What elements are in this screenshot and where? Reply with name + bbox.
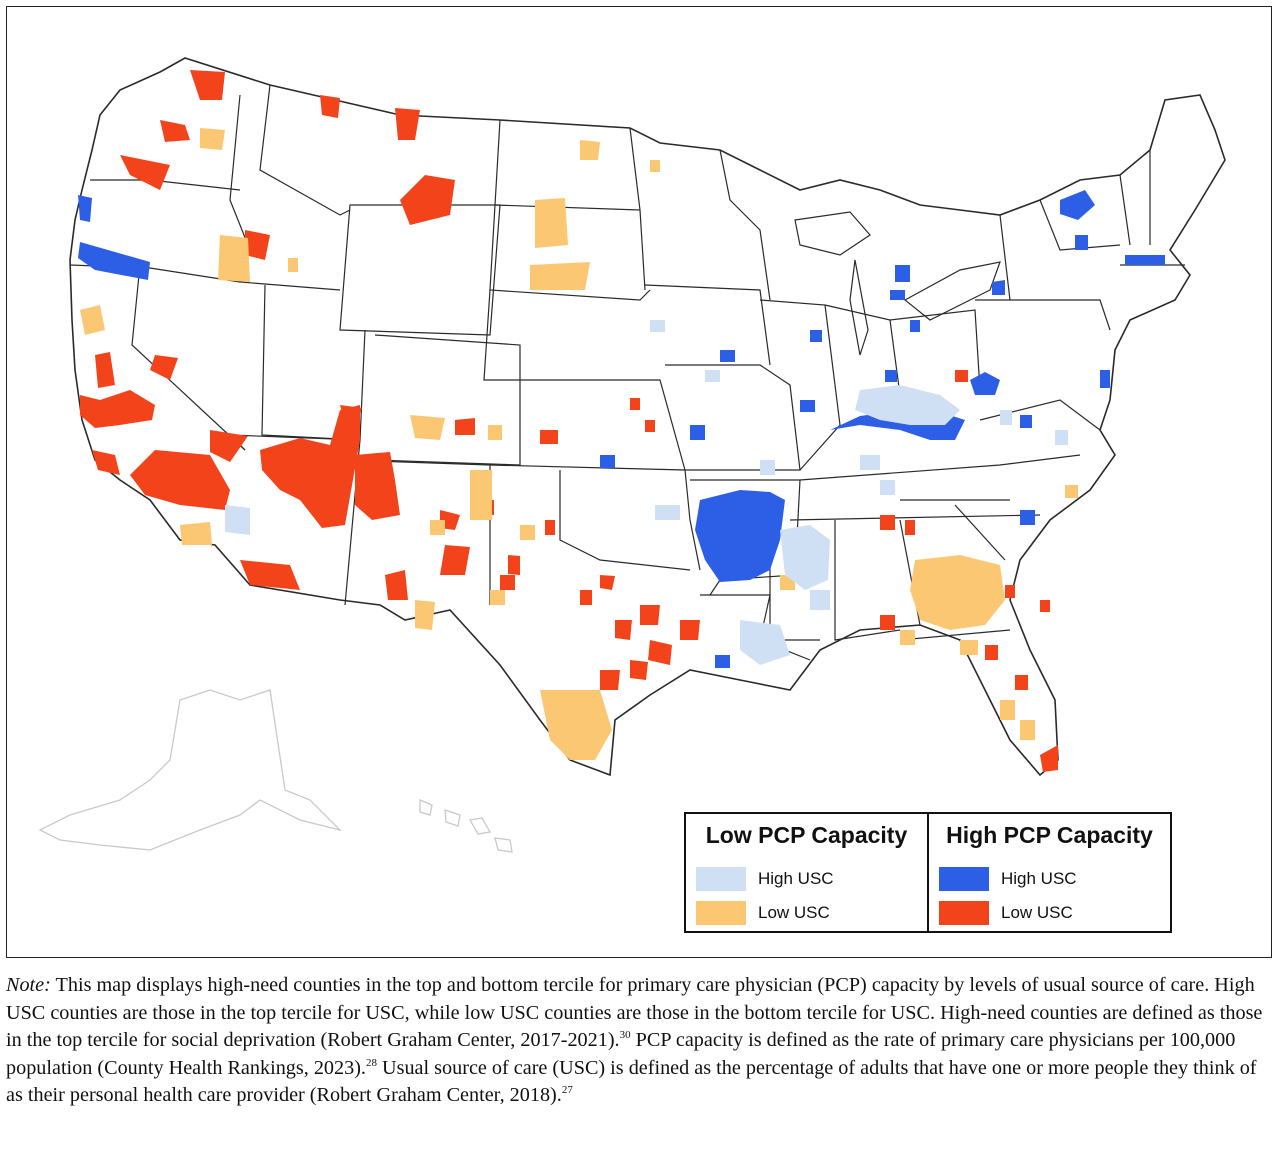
figure-note: Note: This map displays high-need counti… [6, 972, 1274, 1110]
great-lakes [794, 211, 1001, 356]
legend-item: Low USC [696, 901, 830, 925]
legend-group-high-pcp: High PCP Capacity High USC Low USC [927, 814, 1170, 931]
legend-group-low-pcp: Low PCP Capacity High USC Low USC [686, 814, 927, 931]
legend-group-title: High PCP Capacity [946, 822, 1153, 848]
legend-label: Low USC [758, 903, 830, 922]
legend-item: High USC [696, 867, 834, 891]
legend-item: Low USC [939, 901, 1073, 925]
legend-swatch [939, 867, 989, 891]
legend-swatch [939, 901, 989, 925]
us-outline [69, 57, 1226, 777]
note-text: PCP capacity is defined as the rate of p… [6, 1029, 1236, 1079]
legend-label: Low USC [1001, 903, 1073, 922]
counties-high-capacity-high-usc [78, 190, 1165, 668]
legend-swatch [696, 867, 746, 891]
legend-item: High USC [939, 867, 1077, 891]
map-legend: Low PCP Capacity High USC Low USC High P… [684, 812, 1172, 933]
counties-low-capacity-low-usc [80, 128, 1078, 760]
note-label: Note: [6, 974, 51, 996]
note-reference: 30 [619, 1029, 631, 1041]
legend-swatch [696, 901, 746, 925]
legend-label: High USC [758, 869, 834, 888]
note-text: This map displays high-need counties in … [6, 974, 1263, 1051]
legend-label: High USC [1001, 869, 1077, 888]
note-text: Usual source of care (USC) is defined as… [6, 1056, 1257, 1107]
legend-group-title: Low PCP Capacity [705, 822, 908, 848]
us-county-map [38, 57, 1226, 853]
note-reference: 27 [561, 1084, 573, 1096]
counties-low-capacity-high-usc [225, 320, 1068, 665]
hawaii-outline [419, 799, 513, 853]
note-reference: 28 [365, 1056, 377, 1069]
alaska-outline [38, 689, 343, 851]
